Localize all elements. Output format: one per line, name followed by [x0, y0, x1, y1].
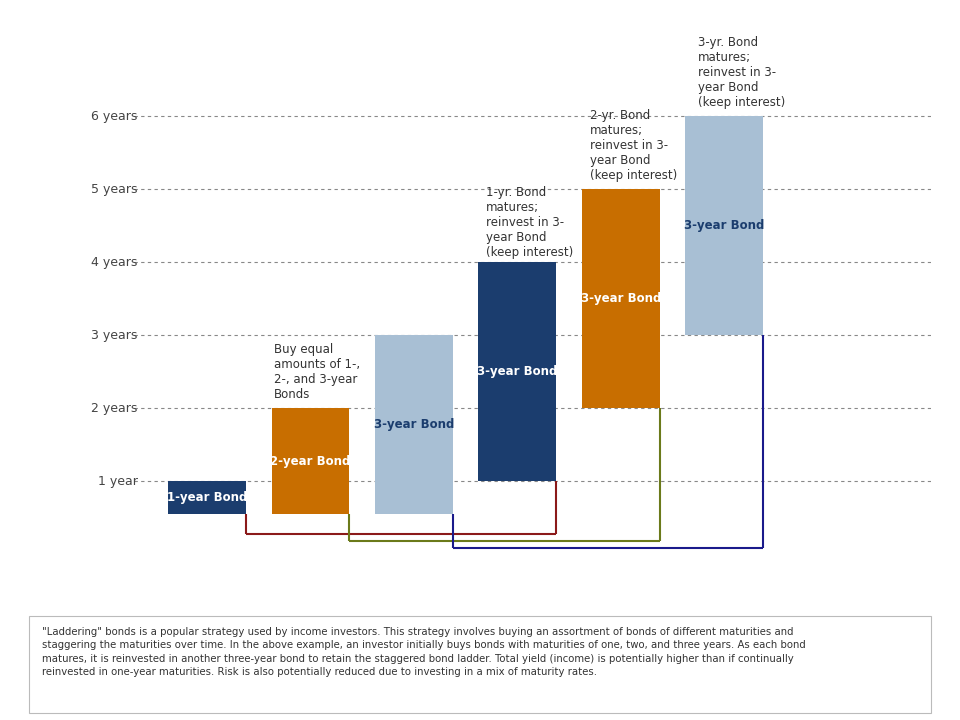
Text: 3-year Bond: 3-year Bond	[373, 418, 454, 431]
Text: Buy equal
amounts of 1-,
2-, and 3-year
Bonds: Buy equal amounts of 1-, 2-, and 3-year …	[275, 343, 360, 401]
Bar	[478, 262, 556, 481]
Text: 5 years: 5 years	[91, 183, 137, 196]
Text: 3 years: 3 years	[91, 329, 137, 342]
Bar	[582, 189, 660, 408]
Text: 1-yr. Bond
matures;
reinvest in 3-
year Bond
(keep interest): 1-yr. Bond matures; reinvest in 3- year …	[486, 186, 573, 258]
Text: 6 years: 6 years	[91, 110, 137, 123]
Bar	[168, 481, 246, 514]
Text: 3-yr. Bond
matures;
reinvest in 3-
year Bond
(keep interest): 3-yr. Bond matures; reinvest in 3- year …	[698, 36, 785, 109]
Text: 4 years: 4 years	[91, 256, 137, 269]
Bar	[375, 336, 452, 514]
Text: 2-yr. Bond
matures;
reinvest in 3-
year Bond
(keep interest): 2-yr. Bond matures; reinvest in 3- year …	[589, 109, 677, 182]
Text: 2 years: 2 years	[91, 402, 137, 415]
Text: 1-year Bond: 1-year Bond	[167, 491, 247, 504]
Bar	[685, 117, 763, 336]
Text: 2-year Bond: 2-year Bond	[270, 455, 350, 468]
Text: 3-year Bond: 3-year Bond	[581, 292, 660, 305]
Bar	[272, 408, 349, 514]
Text: 1 year: 1 year	[98, 474, 137, 488]
Text: 3-year Bond: 3-year Bond	[684, 220, 764, 233]
Text: 3-year Bond: 3-year Bond	[477, 365, 558, 378]
Text: "Laddering" bonds is a popular strategy used by income investors. This strategy : "Laddering" bonds is a popular strategy …	[42, 627, 806, 677]
